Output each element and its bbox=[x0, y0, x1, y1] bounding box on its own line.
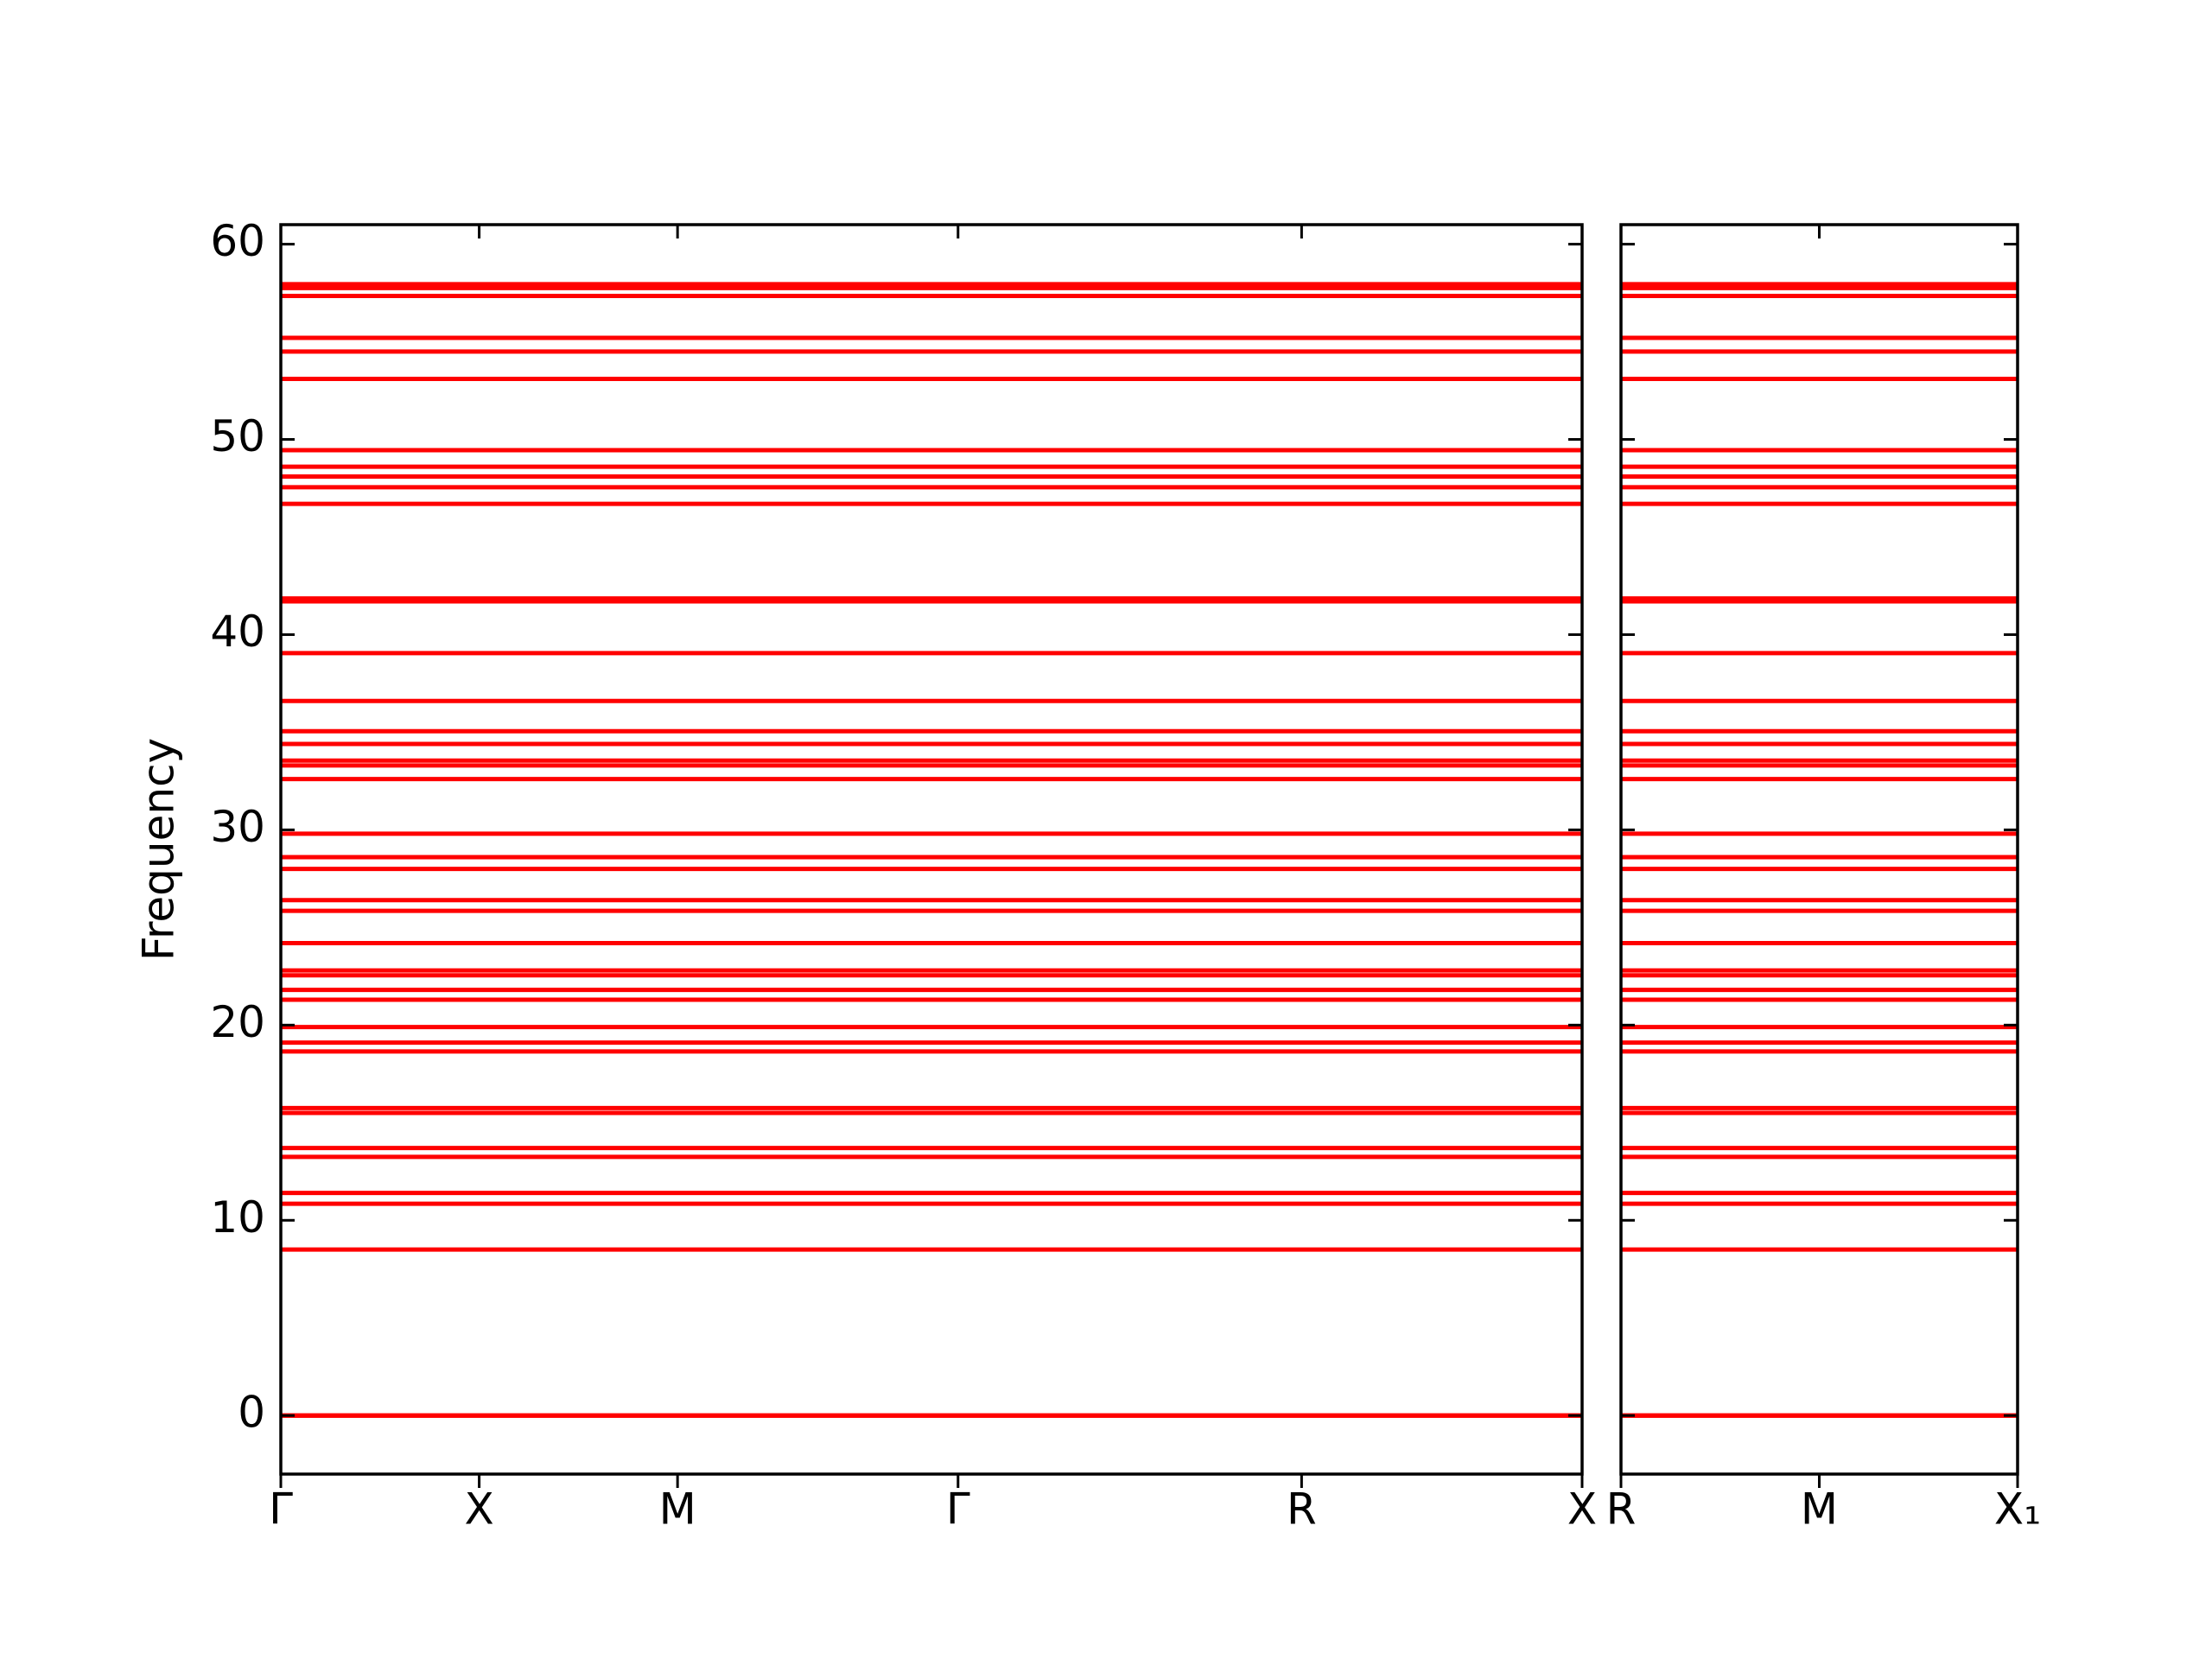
y-tick-label: 20 bbox=[210, 997, 265, 1047]
y-tick-label: 10 bbox=[210, 1192, 265, 1243]
plot-frame bbox=[1619, 223, 2019, 1476]
y-tick-label: 40 bbox=[210, 607, 265, 657]
x-tick-label: M bbox=[1801, 1484, 1838, 1535]
y-tick-label: 50 bbox=[210, 411, 265, 461]
x-tick-label: Γ bbox=[946, 1484, 970, 1535]
y-tick-label: 60 bbox=[210, 216, 265, 266]
x-tick-label: Γ bbox=[269, 1484, 293, 1535]
x-tick-label: M bbox=[659, 1484, 696, 1535]
y-axis-label: Frequency bbox=[134, 738, 184, 961]
y-tick-label: 0 bbox=[238, 1388, 265, 1438]
x-tick-label: R bbox=[1287, 1484, 1317, 1535]
x-tick-label: R bbox=[1606, 1484, 1637, 1535]
x-tick-label: X₁ bbox=[1994, 1484, 2041, 1535]
plot-frame bbox=[279, 223, 1584, 1476]
x-tick-label: X bbox=[464, 1484, 493, 1535]
y-tick-label: 30 bbox=[210, 802, 265, 852]
x-tick-label: X bbox=[1567, 1484, 1597, 1535]
